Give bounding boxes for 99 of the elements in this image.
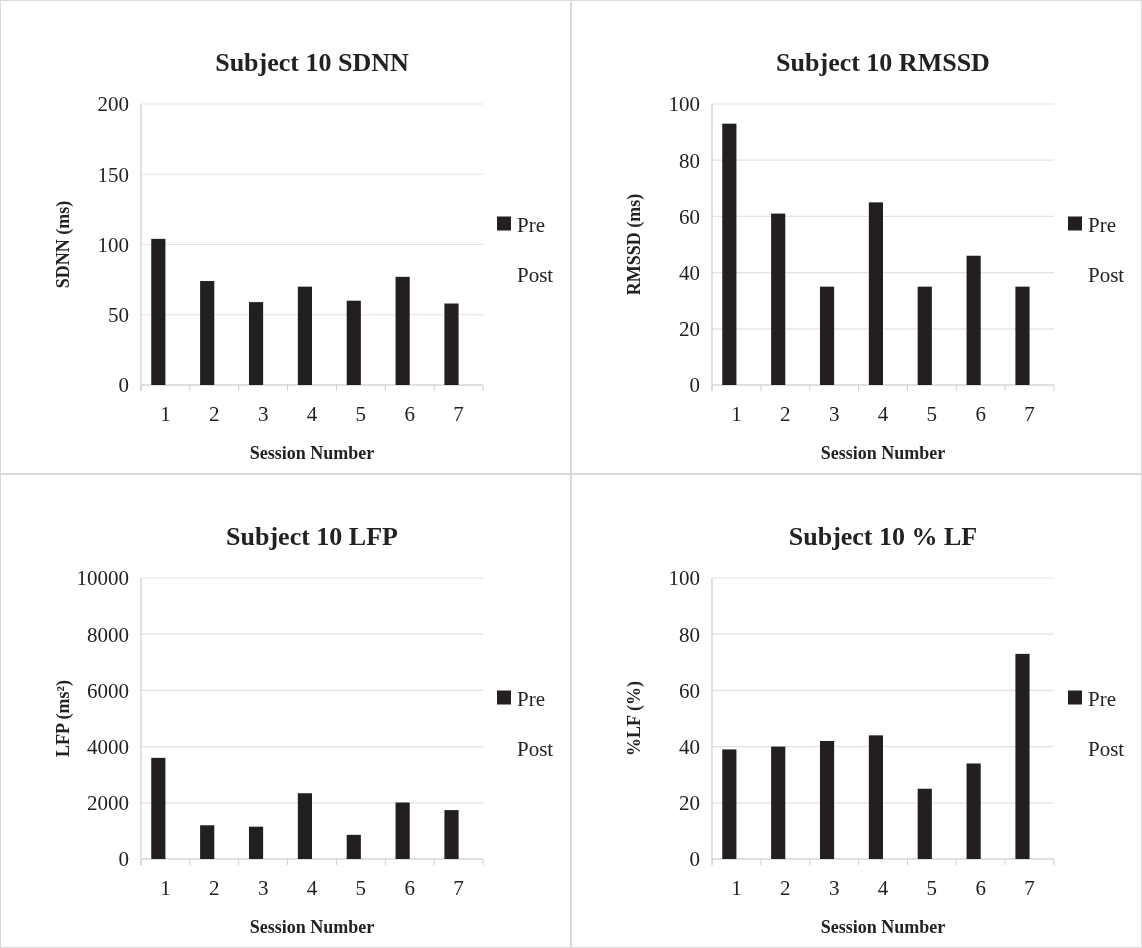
x-tick-label: 1 (731, 402, 742, 426)
bar (395, 802, 410, 859)
y-tick-label: 100 (97, 232, 129, 257)
y-tick-label: 80 (679, 622, 700, 647)
bar (722, 123, 737, 385)
x-tick-label: 1 (160, 402, 171, 426)
y-tick-label: 0 (118, 373, 129, 398)
x-tick-label: 6 (975, 402, 986, 426)
y-tick-label: 60 (679, 204, 700, 229)
y-tick-label: 2000 (87, 791, 129, 816)
x-axis-title: Session Number (820, 443, 946, 463)
text: Post (517, 262, 554, 287)
bar (200, 825, 215, 859)
x-tick-label: 6 (404, 876, 415, 900)
text: Post (1088, 736, 1125, 761)
bar (771, 746, 786, 859)
x-tick-label: 3 (257, 876, 269, 900)
chart-title: Subject 10 LFP (226, 522, 399, 551)
bar (248, 826, 264, 859)
x-tick-label: 3 (828, 876, 840, 900)
y-tick-label: 40 (679, 260, 700, 285)
chart-title: Subject 10 SDNN (215, 48, 409, 77)
chart-title: Subject 10 RMSSD (776, 48, 990, 77)
legend-label: Pre (1088, 686, 1116, 711)
bar (444, 810, 459, 859)
bar (722, 749, 737, 859)
chart-title: Subject 10 % LF (788, 522, 978, 551)
y-tick-label: 0 (689, 847, 700, 872)
x-tick-label: 1 (731, 876, 742, 900)
bar (917, 286, 932, 385)
bar (200, 281, 215, 385)
bar (819, 286, 835, 385)
y-tick-label: 4000 (87, 734, 129, 759)
x-tick-label: 4 (306, 876, 318, 900)
bar (151, 757, 166, 859)
x-tick-label: 6 (975, 876, 986, 900)
text: Post (1088, 262, 1125, 287)
bar (819, 740, 835, 859)
x-axis-title: Session Number (820, 917, 946, 937)
x-tick-label: 7 (453, 876, 464, 900)
x-tick-label: 7 (453, 402, 464, 426)
bar (297, 286, 312, 385)
y-tick-label: 40 (679, 734, 700, 759)
bar (444, 303, 459, 385)
x-tick-label: 2 (209, 876, 220, 900)
bar (297, 793, 312, 859)
x-tick-label: 5 (355, 876, 367, 900)
y-tick-label: 20 (679, 791, 700, 816)
y-tick-label: 100 (668, 92, 700, 117)
text: Post (517, 736, 554, 761)
y-axis-title: SDNN (ms) (53, 200, 74, 289)
bar (248, 302, 264, 385)
x-tick-label: 7 (1024, 876, 1035, 900)
y-tick-label: 100 (668, 566, 700, 591)
y-tick-label: 200 (97, 92, 129, 117)
y-tick-label: 150 (97, 162, 129, 187)
x-tick-label: 4 (877, 876, 889, 900)
x-tick-label: 6 (404, 402, 415, 426)
bar (346, 834, 361, 859)
x-axis-title: Session Number (249, 917, 375, 937)
bar (966, 255, 981, 385)
y-axis-title: RMSSD (ms) (624, 193, 645, 296)
bar (917, 788, 932, 859)
y-tick-label: 10000 (76, 566, 129, 591)
x-tick-label: 2 (780, 876, 791, 900)
x-tick-label: 5 (926, 402, 938, 426)
bar (966, 763, 981, 859)
y-tick-label: 60 (679, 678, 700, 703)
x-tick-label: 4 (877, 402, 889, 426)
bar (395, 276, 410, 385)
x-tick-label: 4 (306, 402, 318, 426)
legend-label: Pre (1088, 212, 1116, 237)
x-tick-label: 5 (926, 876, 938, 900)
x-tick-label: 2 (209, 402, 220, 426)
x-tick-label: 5 (355, 402, 367, 426)
bar (868, 735, 883, 859)
legend-label: Pre (517, 686, 545, 711)
legend-label: Pre (517, 212, 545, 237)
bar (151, 238, 166, 385)
y-tick-label: 0 (689, 373, 700, 398)
y-axis-title: %LF (%) (624, 681, 645, 756)
x-tick-label: 2 (780, 402, 791, 426)
y-tick-label: 50 (108, 303, 129, 328)
y-tick-label: 6000 (87, 678, 129, 703)
x-tick-label: 1 (160, 876, 171, 900)
y-tick-label: 80 (679, 148, 700, 173)
bar (1015, 653, 1030, 859)
y-tick-label: 20 (679, 317, 700, 342)
x-tick-label: 3 (828, 402, 840, 426)
bar (346, 300, 361, 385)
bar (868, 202, 883, 385)
y-tick-label: 8000 (87, 622, 129, 647)
x-axis-title: Session Number (249, 443, 375, 463)
x-tick-label: 3 (257, 402, 269, 426)
y-tick-label: 0 (118, 847, 129, 872)
y-axis-title: LFP (ms²) (53, 680, 74, 757)
x-tick-label: 7 (1024, 402, 1035, 426)
bar (1015, 286, 1030, 385)
bar (771, 213, 786, 385)
